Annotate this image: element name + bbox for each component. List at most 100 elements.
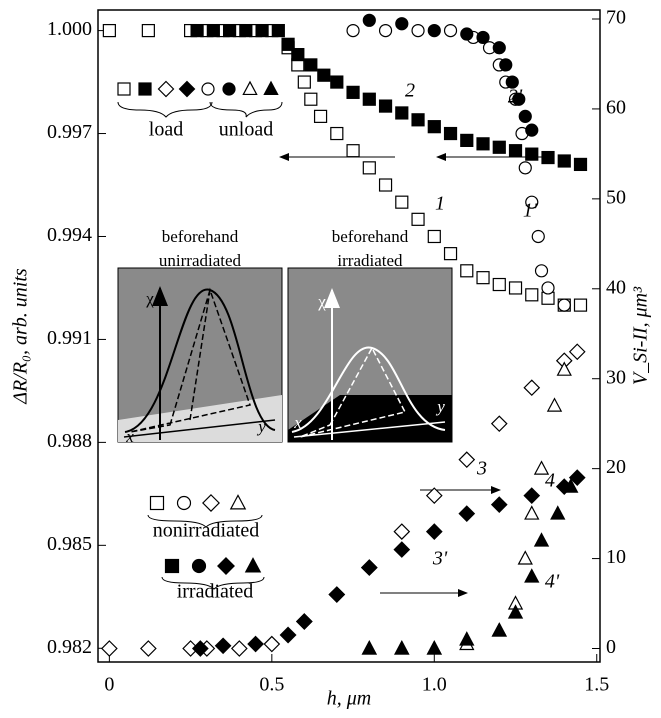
point xyxy=(534,264,549,278)
point xyxy=(214,637,232,655)
point xyxy=(492,140,506,154)
point xyxy=(411,23,425,38)
point xyxy=(557,154,571,168)
point xyxy=(346,85,360,99)
point xyxy=(192,640,209,657)
point xyxy=(101,640,118,657)
point xyxy=(443,126,458,141)
point xyxy=(523,379,541,397)
point xyxy=(362,13,376,27)
point xyxy=(573,157,588,172)
point xyxy=(533,460,550,475)
point xyxy=(393,523,411,540)
point xyxy=(426,640,442,655)
point xyxy=(512,92,526,106)
point xyxy=(460,133,474,147)
point xyxy=(304,58,318,72)
inset-title: beforehand xyxy=(162,227,239,246)
legend-symbol xyxy=(191,558,207,574)
point xyxy=(330,126,344,141)
point xyxy=(458,451,476,469)
point xyxy=(206,23,220,38)
point xyxy=(393,541,411,558)
inset-axis-label: y xyxy=(256,417,266,436)
point xyxy=(395,106,409,120)
y-tick-label: 0.991 xyxy=(47,327,92,349)
point xyxy=(330,75,344,89)
legend-symbol xyxy=(176,495,192,511)
point xyxy=(239,23,253,38)
point xyxy=(557,298,571,312)
y2-tick-label: 60 xyxy=(606,97,626,119)
legend-symbol xyxy=(222,82,236,96)
point xyxy=(525,288,539,302)
legend-symbol xyxy=(138,82,152,96)
inset-axis-label: x xyxy=(293,413,302,432)
point xyxy=(291,48,305,62)
point xyxy=(443,247,458,261)
point xyxy=(427,229,441,244)
point xyxy=(568,469,586,486)
legend-symbol xyxy=(201,82,215,96)
legend-symbol xyxy=(229,494,247,510)
series-label: 4' xyxy=(545,571,560,593)
point xyxy=(492,277,506,292)
legend-symbol xyxy=(263,80,279,96)
point xyxy=(395,17,409,31)
x-tick-label: 1.5 xyxy=(584,674,609,696)
series-label: 1' xyxy=(523,200,538,222)
point xyxy=(458,505,476,522)
point xyxy=(546,397,563,412)
y2-tick-label: 70 xyxy=(606,7,626,29)
point xyxy=(230,640,248,657)
y2-tick-label: 0 xyxy=(606,636,616,658)
point xyxy=(492,41,506,55)
point xyxy=(518,161,532,175)
brace xyxy=(161,576,265,590)
point xyxy=(541,281,555,295)
point xyxy=(394,640,410,655)
y-tick-label: 1.000 xyxy=(47,18,92,40)
point xyxy=(361,640,377,655)
legend-label: irradiated xyxy=(177,581,254,603)
point xyxy=(411,212,425,226)
inset-title: irradiated xyxy=(337,251,403,270)
point xyxy=(317,68,331,82)
point xyxy=(476,30,490,45)
x-tick-label: 1.0 xyxy=(422,674,447,696)
legend-symbol xyxy=(244,557,262,573)
legend-symbol xyxy=(202,494,220,512)
point xyxy=(425,487,443,504)
y-axis-label: ΔR/R₀, arb. units xyxy=(10,268,32,405)
y2-axis-label: V_Si-II, μm³ xyxy=(630,286,652,385)
point xyxy=(518,109,532,123)
inset-axis-label: x xyxy=(125,427,134,446)
point xyxy=(313,109,328,123)
point xyxy=(568,343,586,361)
x-tick-label: 0 xyxy=(104,674,114,696)
y2-tick-label: 20 xyxy=(606,456,626,478)
point xyxy=(443,23,458,38)
legend-label: unload xyxy=(219,119,273,141)
point xyxy=(360,559,378,576)
point xyxy=(190,23,204,38)
point xyxy=(507,604,524,619)
point xyxy=(281,37,295,51)
point xyxy=(508,281,523,295)
point xyxy=(505,75,519,89)
series-label: 3' xyxy=(432,548,448,570)
point xyxy=(378,23,393,38)
y2-tick-label: 10 xyxy=(606,546,626,568)
point xyxy=(247,635,264,653)
point xyxy=(541,150,555,165)
point xyxy=(395,195,409,209)
point xyxy=(378,99,393,113)
legend-symbol xyxy=(217,557,235,575)
point xyxy=(508,144,523,158)
legend-symbol xyxy=(117,82,131,96)
y-tick-label: 0.985 xyxy=(47,533,92,555)
point xyxy=(524,505,540,520)
point xyxy=(362,161,376,175)
legend-label: nonirradiated xyxy=(153,520,260,542)
inset-axis-label: χ xyxy=(317,292,326,311)
